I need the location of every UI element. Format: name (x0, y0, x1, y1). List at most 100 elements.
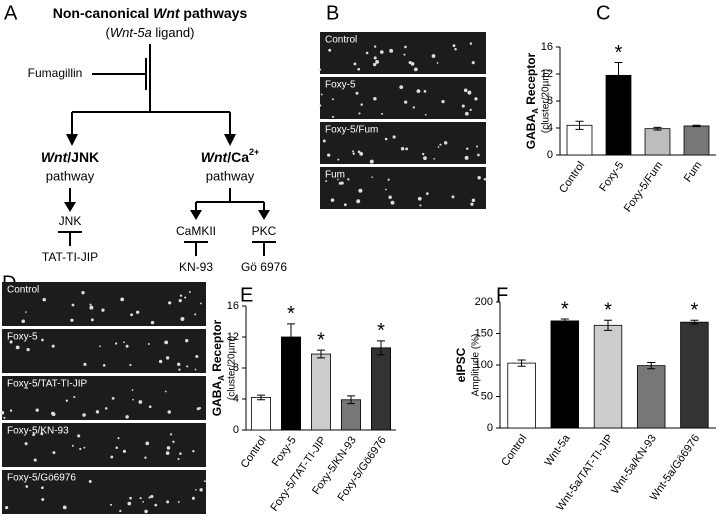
puncta (115, 446, 119, 449)
puncta (83, 362, 87, 366)
puncta (483, 177, 487, 181)
y-axis-label: GABAA Receptor (524, 52, 540, 149)
puncta (469, 42, 473, 45)
puncta (417, 196, 422, 201)
bar (370, 347, 391, 431)
puncta (102, 364, 106, 367)
micrograph (2, 376, 206, 420)
y-tick-label: 150 (475, 327, 493, 339)
significance: * (317, 329, 325, 351)
puncta (73, 395, 76, 399)
target: PKC (252, 224, 277, 238)
puncta (33, 458, 37, 462)
puncta (352, 150, 355, 153)
puncta (356, 199, 361, 204)
panel-label: E (240, 284, 253, 306)
y-tick-label: 16 (227, 300, 239, 312)
bar (683, 125, 710, 156)
puncta (471, 61, 475, 65)
error-bar (690, 319, 699, 325)
significance: * (287, 303, 295, 325)
bar (280, 336, 301, 431)
puncta (373, 96, 377, 101)
puncta (110, 455, 114, 459)
puncta (195, 488, 197, 491)
puncta (191, 496, 195, 500)
puncta (3, 416, 6, 419)
puncta (357, 67, 361, 71)
error-bar (604, 319, 612, 331)
puncta (89, 305, 94, 310)
puncta (410, 62, 415, 66)
inhibition (92, 58, 147, 90)
puncta (139, 497, 142, 500)
puncta (122, 449, 127, 453)
puncta (9, 409, 13, 412)
puncta (148, 405, 152, 409)
text: Receptor (210, 319, 224, 375)
puncta (319, 104, 322, 107)
puncta (164, 390, 167, 393)
panel-label: C (596, 2, 610, 24)
puncta (71, 444, 74, 447)
puncta (454, 48, 457, 51)
puncta (318, 68, 322, 71)
y-axis-label: eIPSC (454, 347, 468, 382)
x-tick-label: Foxy-5 (597, 160, 626, 194)
puncta (138, 400, 143, 404)
puncta (404, 45, 407, 49)
puncta (328, 48, 332, 52)
y-tick-label: 200 (475, 296, 493, 308)
puncta (165, 451, 170, 455)
puncta (347, 178, 350, 181)
micrograph-label: Control (7, 285, 39, 296)
error-bar (377, 340, 385, 356)
puncta (71, 303, 75, 307)
puncta (477, 153, 480, 157)
x-tick-label: Control (239, 435, 269, 471)
puncta (200, 302, 202, 305)
puncta (154, 503, 158, 507)
puncta (331, 115, 334, 118)
puncta (0, 410, 5, 415)
error-bar (257, 394, 265, 401)
y-tick-label: 0 (487, 422, 493, 434)
puncta (104, 407, 108, 410)
micrograph-label: Foxy-5/Gö6976 (7, 473, 76, 484)
puncta (130, 313, 134, 317)
puncta (327, 153, 331, 157)
bar (644, 128, 671, 156)
micrograph (320, 77, 486, 119)
puncta (369, 159, 374, 164)
puncta (165, 356, 170, 360)
puncta (433, 157, 436, 160)
text: 2+ (249, 147, 259, 157)
puncta (132, 398, 134, 401)
error-bar (575, 120, 584, 130)
arrowheads (66, 134, 236, 146)
puncta (413, 67, 418, 72)
puncta (192, 450, 195, 453)
panel-label: A (4, 2, 18, 24)
puncta (466, 147, 469, 150)
y-tick-label: 4 (547, 122, 553, 134)
branch-label: Wnt/JNK (41, 149, 99, 165)
puncta (474, 97, 478, 101)
text: Wnt-5a (110, 25, 152, 40)
puncta (147, 342, 150, 345)
puncta (352, 152, 355, 155)
x-tick-label: Control (499, 433, 529, 469)
connector (69, 188, 265, 214)
puncta (82, 413, 86, 417)
puncta (142, 500, 145, 503)
puncta (186, 365, 189, 368)
x-tick-label: Foxy-5/TAT-TI-JIP (268, 435, 328, 514)
puncta (195, 355, 199, 359)
text: GABA (524, 114, 538, 150)
puncta (136, 310, 140, 314)
puncta (65, 399, 69, 402)
puncta (404, 100, 408, 104)
puncta (425, 192, 429, 196)
micrograph (2, 470, 206, 514)
branch-label: Wnt/Ca2+ (201, 147, 260, 164)
